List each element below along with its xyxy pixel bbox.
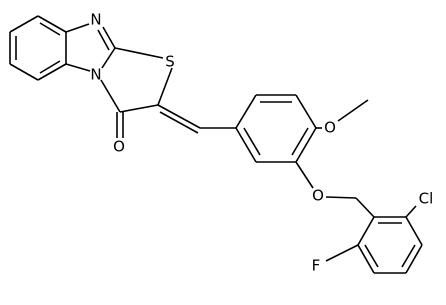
atom-label: F <box>312 257 321 275</box>
atom-label: O <box>312 187 324 205</box>
atom-label: O <box>324 119 336 137</box>
atom-label: O <box>113 138 125 156</box>
atom-label: Cl <box>419 190 434 208</box>
atom-label: S <box>165 53 175 71</box>
bonds <box>9 15 423 274</box>
atom-label: N <box>90 11 101 29</box>
atom-label: N <box>90 66 101 84</box>
